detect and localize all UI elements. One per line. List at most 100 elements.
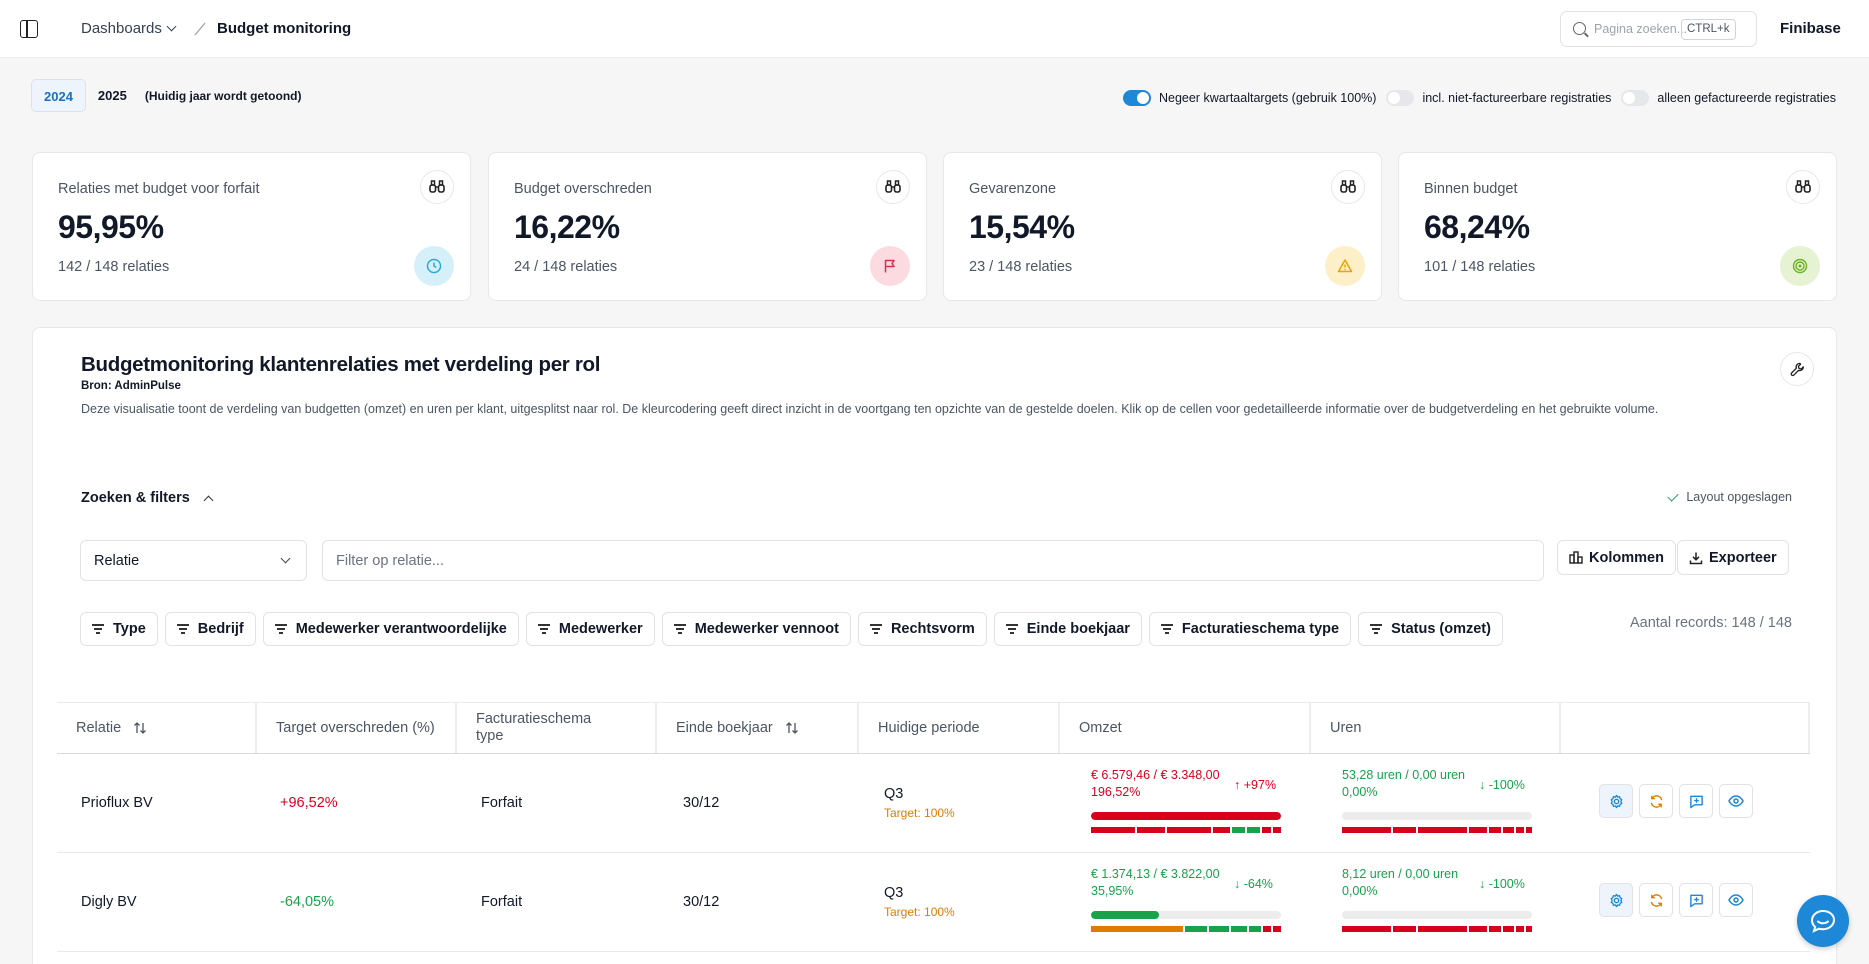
relation-filter-input[interactable]: Filter op relatie... [322, 540, 1544, 581]
binoculars-icon[interactable] [1331, 170, 1365, 204]
th-facturatieschema[interactable]: Facturatieschema type [457, 703, 657, 753]
cell-schema[interactable]: Forfait [481, 795, 523, 811]
switch-on[interactable] [1122, 90, 1151, 106]
th-actions [1561, 703, 1810, 753]
chip-label: Type [113, 621, 146, 637]
uren-delta: ↓ -100% [1479, 778, 1525, 792]
table-row[interactable]: Prioflux BV +96,52% Forfait 30/12 Q3 Tar… [57, 754, 1810, 853]
refresh-icon[interactable] [1639, 784, 1673, 818]
records-count: Aantal records: 148 / 148 [1629, 615, 1792, 631]
kpi-sub: 101 / 148 relaties [1424, 259, 1536, 275]
arrow-up-icon: ↑ [1234, 778, 1244, 792]
cell-uren[interactable]: 53,28 uren / 0,00 uren 0,00% ↓ -100% [1342, 768, 1532, 799]
chip-medewerker[interactable]: Medewerker [525, 612, 655, 646]
panel-title: Budgetmonitoring klantenrelaties met ver… [81, 353, 601, 376]
page-search[interactable]: Pagina zoeken... CTRL+k [1560, 11, 1757, 47]
eye-icon[interactable] [1719, 784, 1753, 818]
filter-icon [92, 624, 104, 634]
cell-einde[interactable]: 30/12 [683, 894, 720, 910]
chip-rechtsvorm[interactable]: Rechtsvorm [857, 612, 987, 646]
kpi-card-forfait: Relaties met budget voor forfait 95,95% … [32, 152, 471, 301]
th-target[interactable]: Target overschreden (%) [257, 703, 457, 753]
columns-icon [1569, 551, 1583, 564]
th-einde-boekjaar[interactable]: Einde boekjaar [657, 703, 859, 753]
comment-add-icon[interactable] [1679, 883, 1713, 917]
chat-support-icon[interactable] [1797, 895, 1849, 947]
cell-omzet[interactable]: € 6.579,46 / € 3.348,00 196,52% ↑ +97% [1091, 768, 1281, 799]
comment-add-icon[interactable] [1679, 784, 1713, 818]
columns-button[interactable]: Kolommen [1557, 540, 1676, 575]
omzet-role-breakdown[interactable] [1091, 827, 1282, 833]
binoculars-icon[interactable] [420, 170, 454, 204]
chip-einde-boekjaar[interactable]: Einde boekjaar [993, 612, 1142, 646]
toggle-non-billable[interactable]: incl. niet-factureerbare registraties [1386, 90, 1611, 106]
cell-periode[interactable]: Q3 Target: 100% [884, 853, 955, 951]
binoculars-icon[interactable] [876, 170, 910, 204]
chip-type[interactable]: Type [80, 612, 158, 646]
sort-icon[interactable] [133, 721, 147, 735]
cell-target[interactable]: +96,52% [280, 795, 338, 811]
chip-medewerker-verantwoordelijke[interactable]: Medewerker verantwoordelijke [262, 612, 519, 646]
cell-relatie[interactable]: Prioflux BV [81, 795, 153, 811]
uren-role-breakdown[interactable] [1342, 827, 1532, 833]
chip-bedrijf[interactable]: Bedrijf [164, 612, 256, 646]
cell-periode[interactable]: Q3 Target: 100% [884, 754, 955, 852]
th-label: Huidige periode [878, 720, 980, 736]
th-omzet[interactable]: Omzet [1060, 703, 1311, 753]
switch-off[interactable] [1621, 90, 1650, 106]
arrow-down-icon: ↓ [1234, 877, 1244, 891]
th-uren[interactable]: Uren [1311, 703, 1561, 753]
switch-off[interactable] [1386, 90, 1415, 106]
sort-icon[interactable] [785, 721, 799, 735]
year-tab-2025[interactable]: 2025 [97, 88, 127, 103]
settings-icon[interactable] [1599, 883, 1633, 917]
kpi-label: Relaties met budget voor forfait [58, 181, 260, 197]
wrench-icon[interactable] [1780, 352, 1814, 386]
cell-omzet[interactable]: € 1.374,13 / € 3.822,00 35,95% ↓ -64% [1091, 867, 1281, 898]
sidebar-toggle-icon[interactable] [20, 20, 38, 38]
chip-medewerker-vennoot[interactable]: Medewerker vennoot [661, 612, 851, 646]
kpi-card-over-budget: Budget overschreden 16,22% 24 / 148 rela… [488, 152, 927, 301]
breadcrumb-dashboards[interactable]: Dashboards [81, 20, 177, 37]
binoculars-icon[interactable] [1786, 170, 1820, 204]
cell-einde[interactable]: 30/12 [683, 795, 720, 811]
slash-separator-icon [194, 22, 206, 36]
th-huidige-periode[interactable]: Huidige periode [859, 703, 1060, 753]
toggle-group: Negeer kwartaaltargets (gebruik 100%) in… [1113, 90, 1836, 106]
filter-field-select[interactable]: Relatie [80, 540, 307, 581]
eye-icon[interactable] [1719, 883, 1753, 917]
toggle-label: Negeer kwartaaltargets (gebruik 100%) [1158, 91, 1377, 105]
filter-icon [176, 624, 189, 634]
refresh-icon[interactable] [1639, 883, 1673, 917]
filter-icon [673, 624, 686, 634]
row-actions [1593, 883, 1753, 917]
arrow-down-icon: ↓ [1479, 877, 1489, 891]
kpi-label: Gevarenzone [969, 181, 1057, 197]
export-label: Exporteer [1709, 549, 1777, 566]
cell-relatie[interactable]: Digly BV [81, 894, 137, 910]
table-row[interactable]: Digly BV -64,05% Forfait 30/12 Q3 Target… [57, 853, 1810, 952]
th-relatie[interactable]: Relatie [57, 703, 257, 753]
toggle-ignore-quarter-targets[interactable]: Negeer kwartaaltargets (gebruik 100%) [1122, 90, 1377, 106]
export-button[interactable]: Exporteer [1677, 540, 1789, 575]
chip-status-omzet[interactable]: Status (omzet) [1358, 612, 1503, 646]
chip-label: Medewerker vennoot [694, 621, 839, 637]
uren-role-breakdown[interactable] [1342, 926, 1532, 932]
omzet-role-breakdown[interactable] [1091, 926, 1281, 932]
warning-icon [1325, 246, 1365, 286]
budget-panel: Budgetmonitoring klantenrelaties met ver… [32, 327, 1837, 964]
year-tab-2024[interactable]: 2024 [31, 79, 86, 112]
filters-toggle[interactable]: Zoeken & filters [81, 490, 214, 506]
period-target: Target: 100% [884, 806, 955, 820]
year-selector: 2024 2025 (Huidig jaar wordt getoond) [31, 79, 302, 112]
cell-target[interactable]: -64,05% [280, 894, 335, 910]
filter-icon [1160, 624, 1173, 634]
chip-label: Einde boekjaar [1026, 621, 1130, 637]
settings-icon[interactable] [1599, 784, 1633, 818]
cell-uren[interactable]: 8,12 uren / 0,00 uren 0,00% ↓ -100% [1342, 867, 1532, 898]
chip-facturatieschema-type[interactable]: Facturatieschema type [1148, 612, 1352, 646]
org-name[interactable]: Finibase [1780, 20, 1841, 37]
toggle-only-invoiced[interactable]: alleen gefactureerde registraties [1621, 90, 1836, 106]
cell-schema[interactable]: Forfait [481, 894, 523, 910]
kpi-card-within-budget: Binnen budget 68,24% 101 / 148 relaties [1398, 152, 1837, 301]
